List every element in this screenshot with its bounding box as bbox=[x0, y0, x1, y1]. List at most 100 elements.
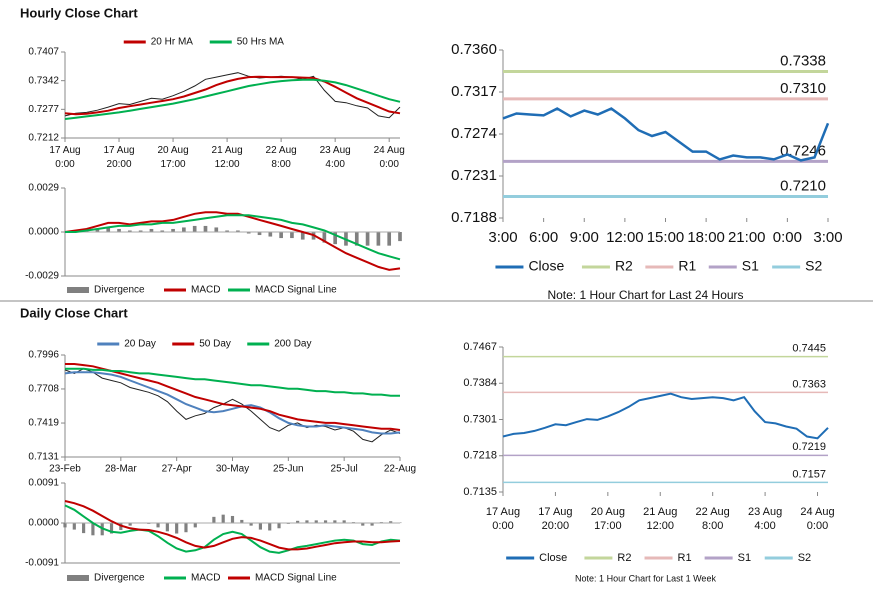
divergence-bar bbox=[171, 228, 175, 232]
divergence-bar bbox=[246, 232, 251, 234]
x-tick-label: 25-Jul bbox=[331, 464, 358, 475]
x-tick-label-line: 8:00 bbox=[702, 520, 723, 532]
y-tick-label: 0.7360 bbox=[451, 41, 497, 58]
legend-label: Divergence bbox=[94, 573, 145, 584]
divergence-bar bbox=[109, 523, 114, 534]
y-tick-label: -0.0029 bbox=[25, 271, 59, 282]
y-tick-label: 0.7212 bbox=[28, 133, 59, 144]
x-tick-label-line: 17:00 bbox=[161, 159, 186, 170]
legend-label: R2 bbox=[617, 552, 631, 564]
legend-label: Close bbox=[539, 552, 567, 564]
x-tick-label-line: 21 Aug bbox=[212, 145, 243, 156]
x-tick-label-line: 17:00 bbox=[594, 520, 622, 532]
y-tick-label: 0.7996 bbox=[28, 350, 59, 361]
x-tick-label: 28-Mar bbox=[105, 464, 137, 475]
divergence-bar bbox=[323, 520, 328, 523]
divergence-bar bbox=[106, 227, 111, 232]
divergence-bar bbox=[175, 523, 179, 534]
section-title: Daily Close Chart bbox=[20, 305, 128, 320]
x-tick-label: 6:00 bbox=[529, 229, 558, 246]
divergence-bar bbox=[257, 232, 262, 236]
legend-label: MACD Signal Line bbox=[255, 285, 337, 296]
y-tick-label: 0.0029 bbox=[28, 183, 59, 194]
legend-label: S2 bbox=[805, 258, 822, 274]
divergence-bar bbox=[214, 227, 219, 232]
divergence-bar bbox=[165, 523, 169, 532]
x-tick-label: 22 Aug 8:00 bbox=[266, 145, 297, 170]
x-tick-label: 24 Aug 0:00 bbox=[800, 506, 834, 532]
divergence-bar bbox=[354, 232, 359, 246]
divergence-bar bbox=[296, 520, 300, 523]
section-title: Hourly Close Chart bbox=[20, 5, 138, 20]
x-tick-label: 3:00 bbox=[488, 229, 517, 246]
divergence-bar bbox=[149, 228, 154, 232]
divergence-bar bbox=[305, 520, 309, 523]
divergence-bar bbox=[333, 232, 337, 245]
level-label: 0.7338 bbox=[780, 52, 826, 69]
legend-label: 50 Hrs MA bbox=[237, 37, 285, 48]
x-tick-label-line: 22 Aug bbox=[696, 506, 730, 518]
x-tick-label-line: 17 Aug bbox=[486, 506, 520, 518]
divergence-bar bbox=[63, 523, 67, 528]
x-tick-label-line: 23 Aug bbox=[320, 145, 351, 156]
x-tick-label-line: 20 Aug bbox=[591, 506, 625, 518]
divergence-bar bbox=[240, 519, 244, 523]
x-tick-label-line: 0:00 bbox=[807, 520, 828, 532]
x-tick-label-line: 24 Aug bbox=[800, 506, 834, 518]
divergence-bar bbox=[249, 523, 253, 526]
divergence-bar bbox=[212, 516, 216, 523]
x-tick-label: 3:00 bbox=[813, 229, 842, 246]
chart-note: Note: 1 Hour Chart for Last 24 Hours bbox=[547, 288, 743, 302]
y-tick-label: 0.7218 bbox=[463, 450, 497, 462]
y-tick-label: 0.7467 bbox=[463, 341, 497, 353]
y-tick-label: 0.7277 bbox=[28, 104, 59, 115]
divergence-bar bbox=[192, 225, 197, 232]
series-line bbox=[64, 72, 401, 119]
legend-label: R1 bbox=[678, 552, 692, 564]
x-tick-label: 17 Aug 20:00 bbox=[103, 145, 134, 170]
x-tick-label-line: 22 Aug bbox=[266, 145, 297, 156]
legend-label: MACD Signal Line bbox=[255, 573, 337, 584]
y-tick-label: 0.7342 bbox=[28, 75, 59, 86]
x-tick-label-line: 24 Aug bbox=[374, 145, 405, 156]
legend-label: 50 Day bbox=[199, 339, 231, 350]
legend-label: Divergence bbox=[94, 285, 145, 296]
x-tick-label-line: 23 Aug bbox=[748, 506, 782, 518]
x-tick-label-line: 0:00 bbox=[55, 159, 75, 170]
divergence-bar bbox=[314, 520, 318, 523]
divergence-bar bbox=[82, 523, 86, 534]
x-tick-label: 20 Aug 17:00 bbox=[591, 506, 625, 532]
series-line bbox=[64, 500, 401, 551]
divergence-bar bbox=[258, 523, 263, 530]
series-line bbox=[502, 392, 829, 440]
divergence-bar bbox=[91, 523, 95, 536]
x-tick-label: 24 Aug 0:00 bbox=[374, 145, 405, 170]
x-tick-label: 25-Jun bbox=[273, 464, 304, 475]
x-tick-label-line: 17 Aug bbox=[103, 145, 134, 156]
divergence-bar bbox=[290, 232, 294, 239]
legend-label: 200 Day bbox=[274, 339, 311, 350]
x-tick-label: 9:00 bbox=[570, 229, 599, 246]
level-label: 0.7157 bbox=[792, 468, 826, 480]
y-tick-label: 0.7407 bbox=[28, 47, 59, 58]
x-tick-label: 17 Aug 0:00 bbox=[49, 145, 80, 170]
divergence-bar bbox=[138, 230, 143, 232]
y-tick-label: 0.7384 bbox=[463, 377, 497, 389]
x-tick-label-line: 20:00 bbox=[542, 520, 570, 532]
x-tick-label: 18:00 bbox=[687, 229, 725, 246]
divergence-bar bbox=[128, 523, 132, 526]
y-tick-label: 0.0091 bbox=[28, 478, 59, 489]
y-tick-label: 0.0000 bbox=[28, 518, 59, 529]
x-tick-label: 12:00 bbox=[606, 229, 644, 246]
x-tick-label: 21 Aug 12:00 bbox=[212, 145, 243, 170]
x-tick-label-line: 20 Aug bbox=[157, 145, 188, 156]
y-tick-label: 0.7419 bbox=[28, 418, 59, 429]
divergence-bar bbox=[72, 523, 76, 530]
x-tick-label: 17 Aug 0:00 bbox=[486, 506, 520, 532]
y-tick-label: 0.7274 bbox=[451, 125, 497, 142]
y-tick-label: 0.7135 bbox=[463, 486, 497, 498]
x-tick-label: 21:00 bbox=[728, 229, 766, 246]
series-line bbox=[65, 367, 400, 397]
divergence-bar bbox=[277, 523, 281, 529]
divergence-bar bbox=[361, 523, 365, 526]
